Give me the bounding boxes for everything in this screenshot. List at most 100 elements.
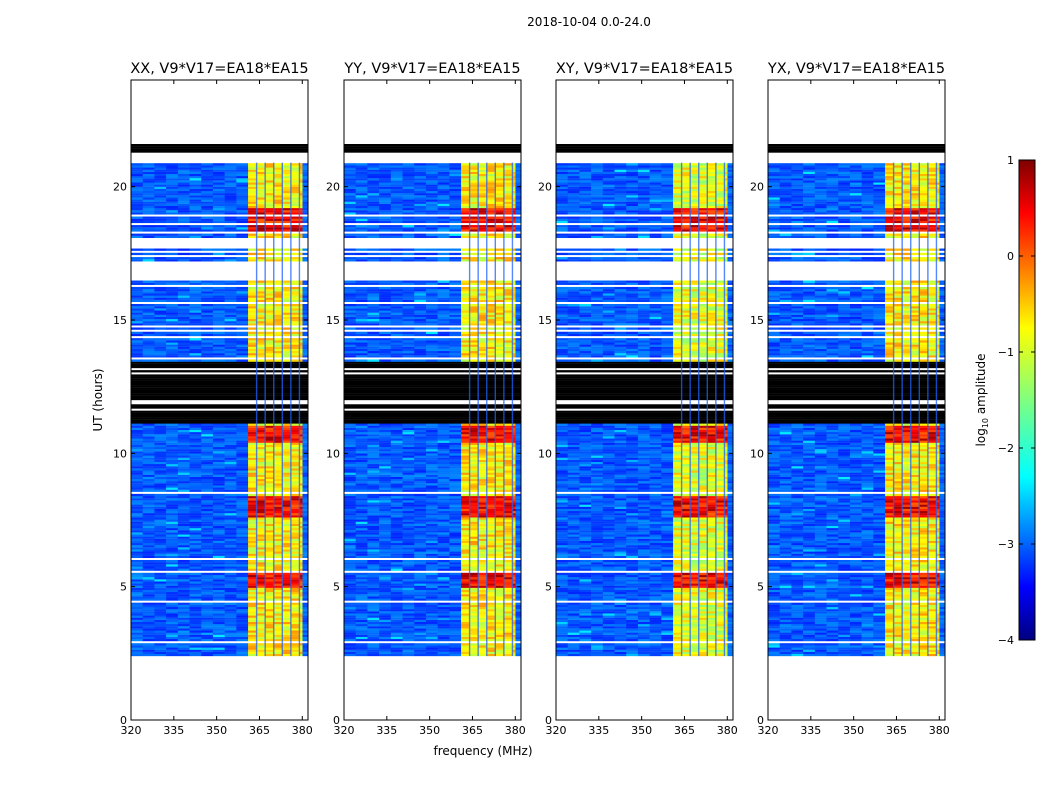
heatmap-cell [390,649,403,652]
heatmap-cell [449,481,462,484]
heatmap-cell [212,173,225,177]
heatmap-cell [282,257,292,260]
heatmap-cell [166,542,179,546]
heatmap-cell [414,528,427,531]
heatmap-cell [189,434,202,437]
heatmap-cell [437,653,450,657]
heatmap-cell [302,498,308,501]
heatmap-cell [367,453,380,456]
heatmap-cell [478,485,487,488]
heatmap-cell [390,470,403,473]
heatmap-cell [177,483,190,486]
heatmap-cell [212,506,225,509]
heatmap-cell [469,436,479,439]
heatmap-cell [299,466,303,469]
heatmap-cell [302,496,308,499]
heatmap-cell [201,598,214,601]
heatmap-cell [414,459,427,463]
heatmap-cell [212,291,225,294]
heatmap-cell [425,592,438,595]
heatmap-cell [265,653,274,657]
heatmap-cell [177,513,190,516]
heatmap-cell [265,314,274,317]
heatmap-cell [177,442,190,445]
heatmap-cell [299,519,303,522]
heatmap-cell [273,190,283,194]
heatmap-cell [201,205,214,209]
heatmap-cell [166,523,179,527]
heatmap-cell [495,572,505,576]
heatmap-cell [512,468,516,471]
heatmap-cell [224,585,237,588]
heatmap-cell [390,606,403,610]
heatmap-cell [290,178,300,181]
heatmap-cell [177,564,190,567]
heatmap-cell [177,346,190,349]
heatmap-cell [189,560,202,563]
heatmap-cell [154,316,167,320]
heatmap-cell [512,440,516,443]
heatmap-cell [299,489,303,492]
heatmap-cell [449,547,462,550]
heatmap-cell [302,429,308,433]
heatmap-cell [515,568,521,571]
heatmap-cell [265,312,274,315]
heatmap-cell [177,282,190,285]
heatmap-cell [265,427,274,431]
heatmap-cell [177,344,190,347]
heatmap-cell [224,596,237,599]
heatmap-cell [142,596,155,599]
heatmap-cell [478,461,487,465]
heatmap-cell [402,521,415,524]
heatmap-cell [166,628,179,631]
heatmap-cell [177,579,190,582]
heatmap-cell [265,562,274,565]
heatmap-cell [224,248,237,251]
heatmap-cell [166,199,179,202]
heatmap-cell [355,564,368,567]
heatmap-cell [166,195,179,198]
heatmap-cell [344,453,357,456]
heatmap-cell [154,483,167,486]
heatmap-cell [236,619,249,623]
heatmap-cell [131,195,144,198]
heatmap-cell [290,429,300,433]
heatmap-cell [131,218,144,221]
heatmap-cell [344,536,357,539]
heatmap-cell [131,436,144,439]
heatmap-cell [142,476,155,480]
heatmap-cell [344,434,357,437]
heatmap-cell [177,220,190,224]
heatmap-cell [290,359,300,362]
heatmap-cell [478,464,487,467]
heatmap-cell [461,634,470,637]
heatmap-cell [461,525,470,529]
heatmap-cell [201,483,214,486]
heatmap-cell [515,551,521,554]
flagged-row [131,144,308,147]
heatmap-cell [512,579,516,582]
heatmap-cell [224,476,237,480]
heatmap-cell [355,594,368,597]
heatmap-cell [236,434,249,437]
heatmap-cell [273,312,283,315]
heatmap-cell [265,476,274,480]
heatmap-cell [142,208,155,211]
heatmap-cell [154,340,167,343]
heatmap-cell [224,483,237,486]
heatmap-cell [414,444,427,448]
heatmap-cell [302,577,308,580]
heatmap-cell [212,293,225,296]
heatmap-cell [344,619,357,623]
heatmap-cell [299,444,303,448]
heatmap-cell [166,645,179,648]
heatmap-cell [201,425,214,428]
heatmap-cell [478,596,487,599]
heatmap-cell [142,553,155,556]
heatmap-cell [449,649,462,652]
heatmap-cell [201,316,214,320]
heatmap-cell [248,581,257,584]
heatmap-cell [236,647,249,650]
heatmap-cell [166,630,179,633]
